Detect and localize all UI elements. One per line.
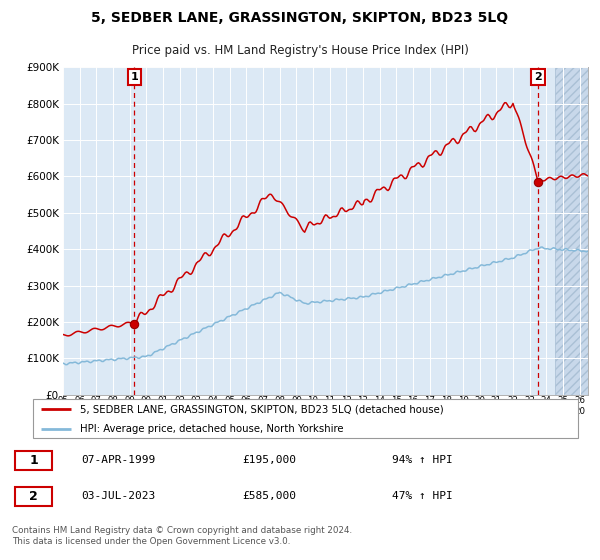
Text: £585,000: £585,000 bbox=[242, 491, 296, 501]
Bar bbox=[554, 67, 588, 395]
Text: Contains HM Land Registry data © Crown copyright and database right 2024.
This d: Contains HM Land Registry data © Crown c… bbox=[12, 526, 352, 546]
FancyBboxPatch shape bbox=[15, 451, 52, 470]
Text: HPI: Average price, detached house, North Yorkshire: HPI: Average price, detached house, Nort… bbox=[80, 424, 343, 434]
Text: 07-APR-1999: 07-APR-1999 bbox=[81, 455, 155, 465]
FancyBboxPatch shape bbox=[33, 399, 578, 438]
Text: 2: 2 bbox=[534, 72, 542, 82]
Bar bbox=[554, 67, 588, 395]
Text: 94% ↑ HPI: 94% ↑ HPI bbox=[392, 455, 453, 465]
Text: 1: 1 bbox=[130, 72, 138, 82]
Text: 2: 2 bbox=[29, 489, 38, 503]
Text: 47% ↑ HPI: 47% ↑ HPI bbox=[392, 491, 453, 501]
FancyBboxPatch shape bbox=[15, 487, 52, 506]
Text: 1: 1 bbox=[29, 454, 38, 466]
Text: 5, SEDBER LANE, GRASSINGTON, SKIPTON, BD23 5LQ: 5, SEDBER LANE, GRASSINGTON, SKIPTON, BD… bbox=[91, 11, 509, 25]
Text: 5, SEDBER LANE, GRASSINGTON, SKIPTON, BD23 5LQ (detached house): 5, SEDBER LANE, GRASSINGTON, SKIPTON, BD… bbox=[80, 404, 443, 414]
Text: Price paid vs. HM Land Registry's House Price Index (HPI): Price paid vs. HM Land Registry's House … bbox=[131, 44, 469, 57]
Text: £195,000: £195,000 bbox=[242, 455, 296, 465]
Text: 03-JUL-2023: 03-JUL-2023 bbox=[81, 491, 155, 501]
